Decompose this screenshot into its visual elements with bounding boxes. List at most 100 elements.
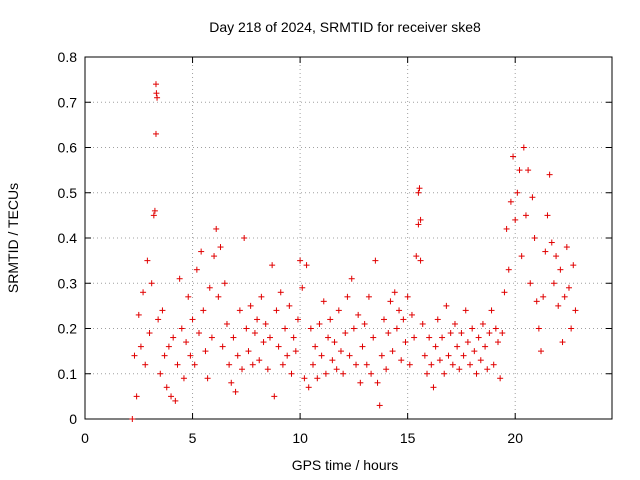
data-point — [236, 307, 243, 314]
data-point — [196, 330, 203, 337]
data-point — [144, 257, 151, 264]
data-point — [383, 366, 390, 373]
data-point — [333, 366, 340, 373]
y-tick-label: 0.8 — [58, 49, 78, 65]
data-point — [168, 393, 175, 400]
data-point — [273, 307, 280, 314]
data-point — [357, 379, 364, 386]
data-point — [533, 298, 540, 305]
data-point — [548, 239, 555, 246]
data-point — [178, 325, 185, 332]
data-point — [180, 375, 187, 382]
data-point — [322, 370, 329, 377]
data-point — [217, 244, 224, 251]
data-point — [477, 357, 484, 364]
data-point — [174, 361, 181, 368]
data-point — [546, 171, 553, 178]
data-point — [432, 343, 439, 350]
data-point — [531, 235, 538, 241]
data-point — [445, 352, 452, 359]
data-point — [467, 361, 474, 368]
data-point — [219, 343, 226, 350]
data-point — [378, 352, 385, 359]
data-point — [436, 357, 443, 364]
data-point — [312, 343, 319, 350]
data-point — [350, 325, 357, 332]
data-point — [346, 352, 353, 359]
data-point — [348, 275, 355, 282]
data-point — [426, 334, 433, 341]
data-point — [563, 244, 570, 251]
data-point — [163, 384, 170, 391]
data-point — [361, 320, 368, 327]
x-tick-label: 0 — [81, 430, 89, 446]
data-point — [368, 370, 375, 377]
data-point — [193, 266, 200, 273]
data-point — [142, 361, 149, 368]
data-point — [482, 343, 489, 350]
data-point — [234, 352, 241, 359]
data-point — [525, 167, 532, 174]
data-point — [327, 316, 334, 323]
data-point — [374, 379, 381, 386]
data-point — [398, 357, 405, 364]
axis-ticks: 0 0.1 0.2 0.3 0.4 0.5 0.6 0.7 0.8 0 5 10 15 20 — [58, 49, 612, 446]
data-point — [406, 361, 413, 368]
data-point — [544, 212, 551, 219]
data-point — [538, 348, 545, 355]
data-point — [271, 393, 278, 400]
data-point — [337, 348, 344, 355]
data-point — [415, 189, 422, 196]
data-point — [514, 189, 521, 196]
y-tick-label: 0.4 — [58, 230, 78, 246]
data-point — [152, 81, 159, 88]
data-point — [488, 307, 495, 314]
data-point — [492, 325, 499, 332]
data-point — [535, 325, 542, 332]
data-point — [443, 302, 450, 309]
data-point — [176, 275, 183, 282]
data-point — [424, 370, 431, 377]
data-point — [165, 343, 172, 350]
data-point — [501, 289, 508, 296]
data-point — [318, 352, 325, 359]
y-tick-label: 0.2 — [58, 321, 78, 337]
data-point — [314, 375, 321, 382]
data-point — [503, 225, 510, 232]
data-point — [413, 253, 420, 260]
data-point — [172, 397, 179, 404]
data-point — [456, 366, 463, 373]
data-point — [239, 366, 246, 373]
data-point — [320, 298, 327, 305]
data-point — [202, 348, 209, 355]
data-point — [570, 262, 577, 269]
data-point — [153, 90, 160, 97]
data-point — [471, 348, 478, 355]
data-point — [568, 325, 575, 332]
grid-lines — [85, 57, 612, 419]
data-point — [215, 293, 222, 300]
data-point — [385, 330, 392, 337]
data-point — [497, 375, 504, 382]
data-point — [129, 416, 136, 422]
data-point — [396, 307, 403, 314]
data-point — [460, 352, 467, 359]
data-point — [522, 212, 529, 219]
y-tick-label: 0.1 — [58, 366, 78, 382]
data-point — [353, 361, 360, 368]
data-point — [187, 352, 194, 359]
data-point — [279, 361, 286, 368]
data-point — [542, 248, 549, 255]
data-point — [189, 316, 196, 323]
data-point — [310, 361, 317, 368]
data-point — [494, 339, 501, 346]
data-point — [557, 266, 564, 273]
data-point — [402, 339, 409, 346]
data-point — [411, 334, 418, 341]
data-point — [262, 320, 269, 327]
data-point — [316, 320, 323, 327]
data-point — [152, 130, 159, 137]
data-point — [275, 343, 282, 350]
data-point — [292, 348, 299, 355]
data-point — [344, 293, 351, 300]
